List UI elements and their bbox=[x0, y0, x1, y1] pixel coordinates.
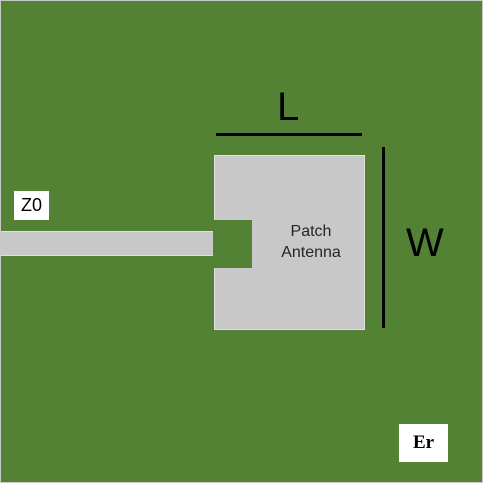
width-dimension-line bbox=[382, 147, 385, 328]
width-label: W bbox=[406, 221, 444, 265]
length-label: L bbox=[277, 85, 300, 129]
patch-label: Patch Antenna bbox=[263, 221, 359, 263]
length-dimension-line bbox=[216, 133, 362, 136]
feed-line bbox=[1, 231, 244, 256]
inset-feed-notch bbox=[213, 220, 252, 268]
permittivity-label: Er bbox=[399, 424, 448, 462]
patch-label-line-2: Antenna bbox=[281, 244, 341, 261]
impedance-label: Z0 bbox=[14, 191, 49, 220]
patch-label-line-1: Patch bbox=[290, 223, 332, 240]
